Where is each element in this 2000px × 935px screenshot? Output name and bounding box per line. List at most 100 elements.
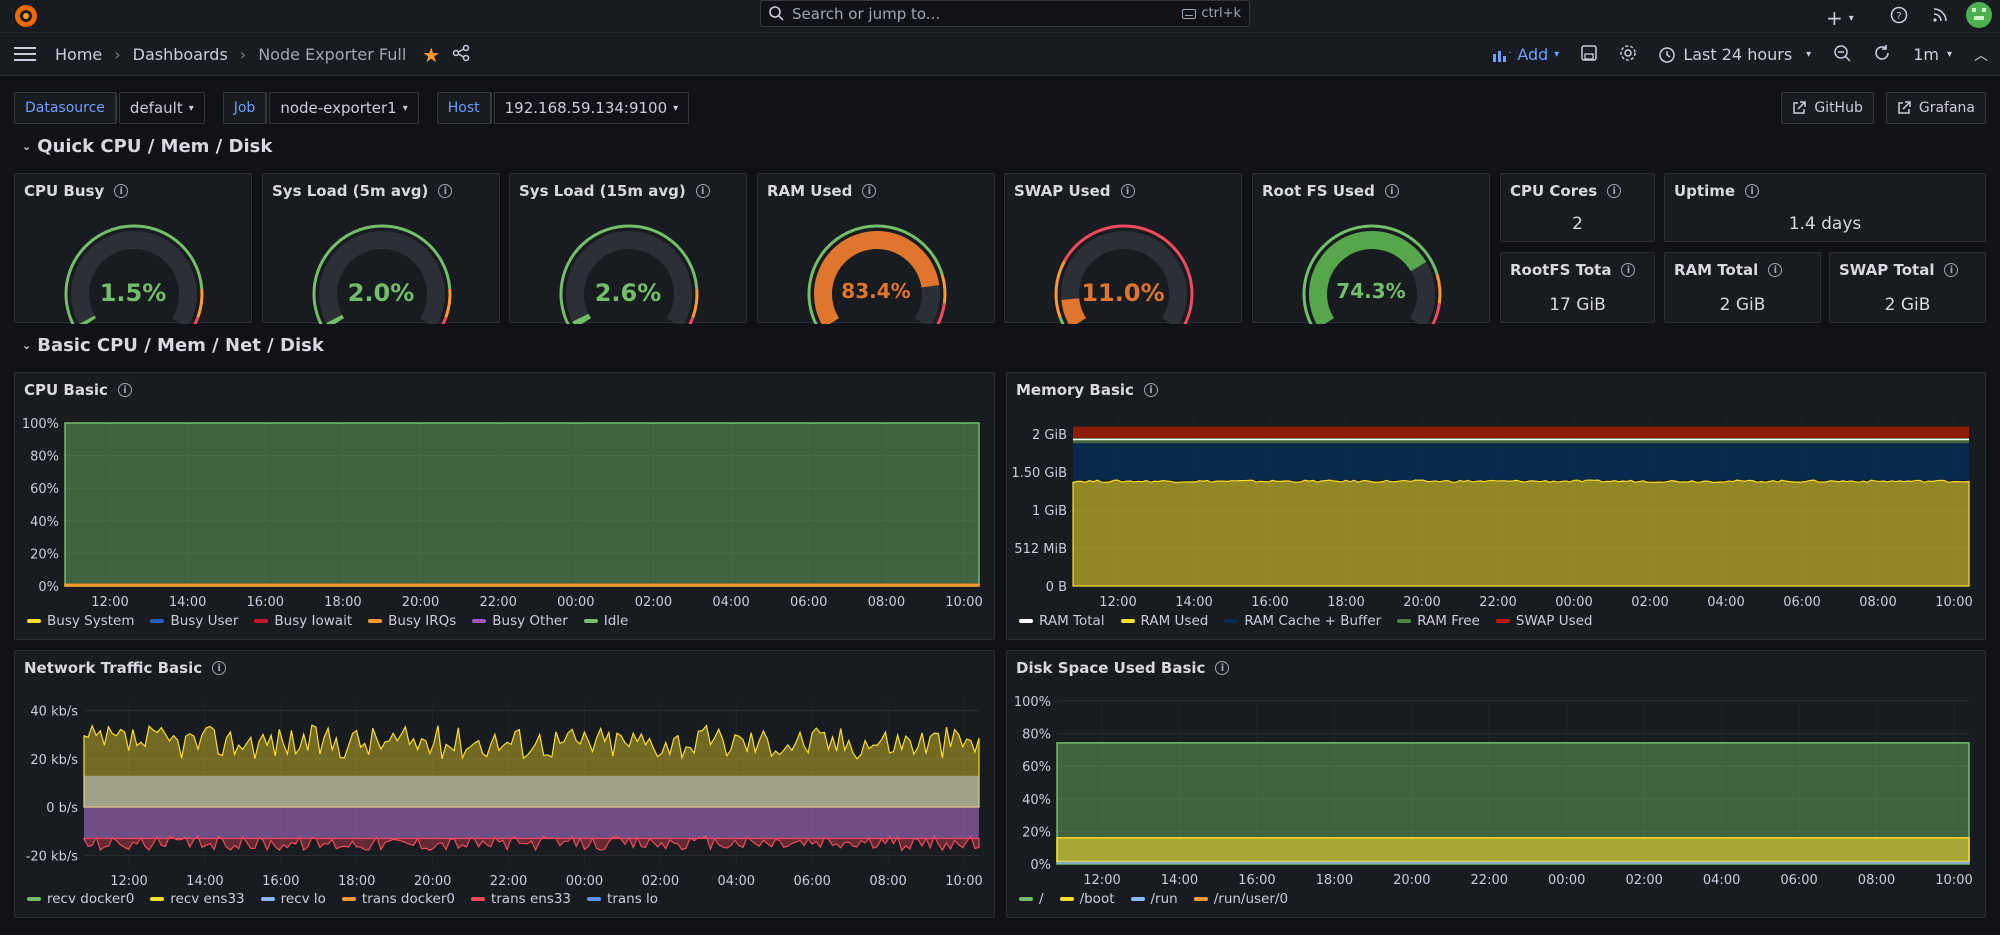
info-icon[interactable]: i [1384, 184, 1399, 198]
clock-icon [1659, 46, 1676, 63]
breadcrumb-current[interactable]: Node Exporter Full [258, 45, 407, 64]
info-icon[interactable]: i [1607, 184, 1622, 198]
legend-item[interactable]: SWAP Used [1495, 613, 1593, 629]
cpu-basic-chart[interactable]: 0% 20% 40% 60% 80% 100% 12:00 14:00 16:00 18:00 20… [15, 373, 996, 641]
panel-gauge[interactable]: RAM Used i 83.4% [757, 173, 995, 324]
legend-item[interactable]: Busy Iowait [254, 613, 352, 629]
breadcrumb-home[interactable]: Home [55, 45, 103, 64]
chevron-down-icon: ⌄ [22, 140, 32, 153]
variable-job[interactable]: Job [222, 92, 268, 124]
legend-item[interactable]: RAM Total [1019, 613, 1105, 629]
panel-gauge[interactable]: Root FS Used i 74.3% [1252, 173, 1490, 324]
settings-gear-icon[interactable] [1619, 44, 1637, 66]
github-link[interactable]: GitHub [1781, 92, 1874, 124]
panel-cpu-basic[interactable]: CPU Basic i 0% 20% 40% 60% 80% 100% 12:00 14:00 1… [14, 372, 995, 640]
legend-item[interactable]: / [1019, 891, 1044, 907]
info-icon[interactable]: i [438, 184, 453, 198]
news-feed-icon[interactable] [1931, 6, 1949, 28]
x-tick-label: 02:00 [635, 595, 672, 610]
row-basic-cpu-mem-net-disk[interactable]: ⌄ Basic CPU / Mem / Net / Disk [22, 335, 324, 356]
legend-item[interactable]: trans lo [587, 891, 658, 907]
info-icon[interactable]: i [1768, 263, 1783, 277]
grafana-logo-icon[interactable] [13, 3, 39, 29]
variable-job-select[interactable]: node-exporter1 ▾ [269, 92, 419, 124]
new-menu-button[interactable]: + ▾ [1826, 6, 1854, 30]
info-icon[interactable]: i [1745, 184, 1760, 198]
variable-host[interactable]: Host [436, 92, 492, 124]
panel-ram-total[interactable]: RAM Total i 2 GiB [1664, 252, 1821, 323]
memory-basic-chart[interactable]: 0 B 512 MiB 1 GiB 1.50 GiB 2 GiB 12:00 14:00 16… [1007, 373, 1987, 641]
legend-item[interactable]: Busy Other [472, 613, 568, 629]
breadcrumb-separator-icon: › [114, 45, 121, 64]
legend-item[interactable]: /run/user/0 [1193, 891, 1288, 907]
panel-cpu-cores[interactable]: CPU Cores i 2 [1500, 173, 1655, 242]
add-button[interactable]: + Add▾ [1493, 45, 1559, 64]
info-icon[interactable]: i [114, 184, 129, 198]
variable-datasource-select[interactable]: default ▾ [118, 92, 205, 124]
legend-swatch [150, 619, 165, 623]
panel-gauge[interactable]: SWAP Used i 11.0% [1004, 173, 1242, 324]
info-icon[interactable]: i [1215, 661, 1230, 675]
share-icon[interactable] [452, 44, 470, 66]
gauge-threshold-band [1058, 316, 1065, 324]
info-icon[interactable]: i [212, 661, 227, 675]
info-icon[interactable]: i [117, 383, 132, 397]
star-icon[interactable]: ★ [422, 42, 441, 67]
legend-item[interactable]: Busy IRQs [368, 613, 456, 629]
chart-legend: recv docker0 recv ens33 recv lo trans docke… [27, 891, 658, 907]
info-icon[interactable]: i [1944, 263, 1959, 277]
zoom-out-icon[interactable] [1833, 44, 1851, 66]
legend-item[interactable]: trans docker0 [341, 891, 455, 907]
grafana-link[interactable]: Grafana [1885, 92, 1986, 124]
legend-item[interactable]: RAM Used [1120, 613, 1208, 629]
panel-network-traffic-basic[interactable]: Network Traffic Basic i -20 kb/s 0 b/s 20 k… [14, 650, 995, 918]
legend-item[interactable]: recv lo [260, 891, 326, 907]
help-icon[interactable]: ? [1890, 6, 1908, 28]
breadcrumb-dashboards[interactable]: Dashboards [132, 45, 228, 64]
legend-item[interactable]: RAM Cache + Buffer [1224, 613, 1381, 629]
y-tick-label: 0% [1030, 858, 1051, 873]
legend-item[interactable]: trans ens33 [470, 891, 571, 907]
menu-toggle-icon[interactable] [14, 46, 36, 66]
disk-space-chart[interactable]: 0% 20% 40% 60% 80% 100% 12:00 14:00 16:00 18:00 20… [1007, 651, 1987, 919]
info-icon[interactable]: i [1120, 184, 1135, 198]
x-tick-label: 16:00 [1238, 873, 1275, 888]
network-traffic-chart[interactable]: -20 kb/s 0 b/s 20 kb/s 40 kb/s 12:00 14:00 16:… [15, 651, 996, 919]
gauge-track [566, 231, 692, 324]
info-icon[interactable]: i [1143, 383, 1158, 397]
panel-gauge[interactable]: Sys Load (15m avg) i 2.6% [509, 173, 747, 324]
legend-item[interactable]: RAM Free [1397, 613, 1480, 629]
info-icon[interactable]: i [862, 184, 877, 198]
info-icon[interactable]: i [1621, 263, 1636, 277]
row-quick-cpu-mem-disk[interactable]: ⌄ Quick CPU / Mem / Disk [22, 136, 272, 157]
panel-rootfs-total[interactable]: RootFS Tota i 17 GiB [1500, 252, 1655, 323]
legend-swatch [1193, 897, 1208, 901]
legend-item[interactable]: /boot [1059, 891, 1115, 907]
collapse-chevron-up-icon[interactable]: ︿ [1974, 47, 1988, 64]
panel-uptime[interactable]: Uptime i 1.4 days [1664, 173, 1986, 242]
legend-item[interactable]: recv ens33 [150, 891, 245, 907]
panel-memory-basic[interactable]: Memory Basic i 0 B 512 MiB 1 GiB 1.50 GiB 2 G… [1006, 372, 1986, 640]
save-dashboard-icon[interactable] [1581, 44, 1598, 65]
legend-item[interactable]: Idle [583, 613, 628, 629]
search-input[interactable]: Search or jump to... ctrl+k [760, 0, 1250, 27]
info-icon[interactable]: i [695, 184, 710, 198]
series-idle [64, 422, 980, 587]
panel-disk-space-used-basic[interactable]: Disk Space Used Basic i 0% 20% 40% 60% 80% 100… [1006, 650, 1986, 918]
variable-host-select[interactable]: 192.168.59.134:9100 ▾ [493, 92, 690, 124]
time-range-picker[interactable]: Last 24 hours ▾ [1659, 45, 1811, 64]
panel-gauge[interactable]: CPU Busy i 1.5% [14, 173, 252, 324]
x-tick-label: 12:00 [91, 595, 128, 610]
legend-item[interactable]: /run [1130, 891, 1178, 907]
user-avatar[interactable] [1966, 2, 1992, 32]
legend-item[interactable]: Busy System [27, 613, 134, 629]
refresh-interval-picker[interactable]: 1m ▾ [1913, 45, 1952, 64]
legend-item[interactable]: Busy User [150, 613, 238, 629]
y-tick-label: 40 kb/s [30, 705, 78, 720]
variable-datasource[interactable]: Datasource [14, 92, 117, 124]
x-tick-label: 06:00 [790, 595, 827, 610]
refresh-icon[interactable] [1873, 44, 1891, 66]
panel-swap-total[interactable]: SWAP Total i 2 GiB [1829, 252, 1986, 323]
legend-item[interactable]: recv docker0 [27, 891, 134, 907]
panel-gauge[interactable]: Sys Load (5m avg) i 2.0% [262, 173, 500, 324]
